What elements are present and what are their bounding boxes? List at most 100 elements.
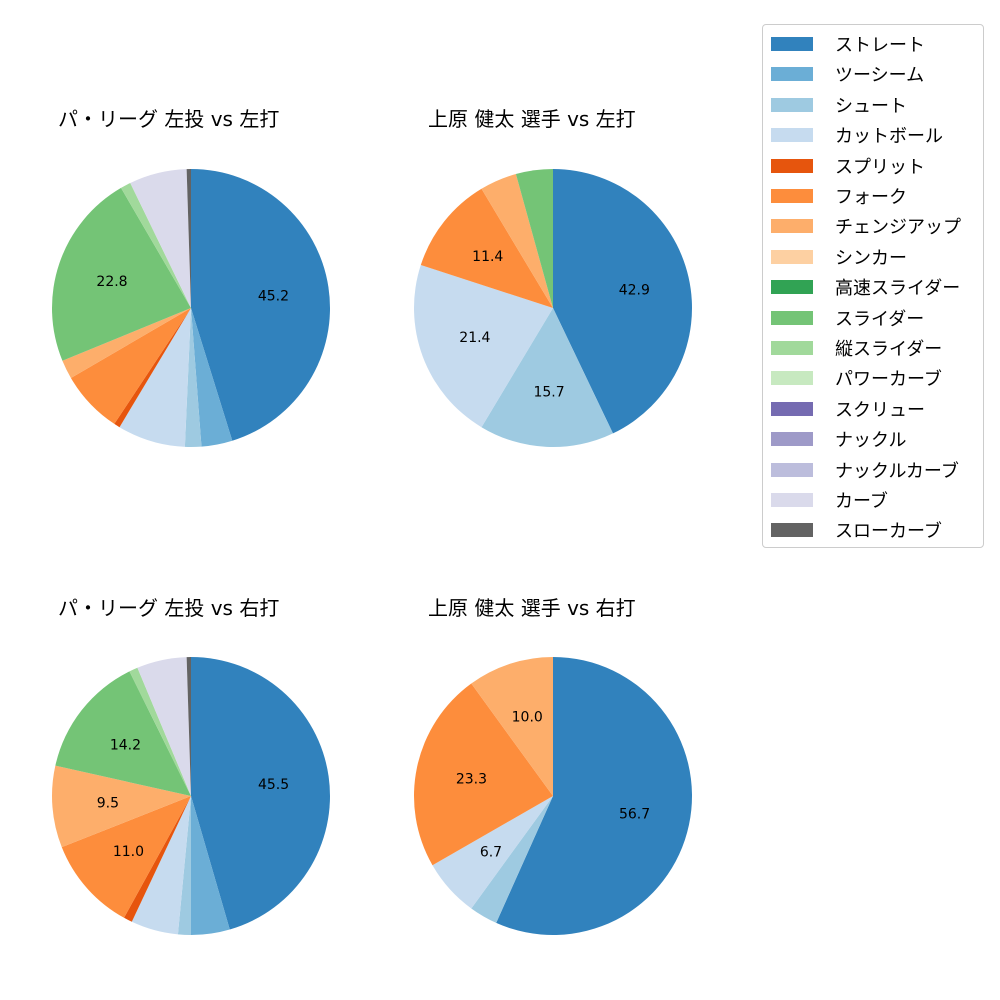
slice-label: 10.0 [512,710,543,726]
legend-swatch [771,310,813,325]
legend-swatch [771,37,813,51]
pie-slice [186,169,191,308]
legend-label: フォーク [835,187,907,208]
legend-label: チェンジアップ [835,217,961,239]
legend-swatch [771,67,813,82]
legend-item: スローカーブ [771,520,942,543]
legend-label: 高速スライダー [835,278,961,300]
pie-slice [191,657,331,930]
slice-label: 11.4 [472,249,503,265]
pie-slice [120,182,191,308]
legend-label: カットボール [835,126,943,148]
pie-slice [130,169,191,308]
legend-label: シュート [835,95,907,117]
pie-slice [553,169,692,434]
slice-label: 42.9 [619,283,650,299]
legend: ストレートツーシームシュートカットボール スプリットフォークチェンジアップ シンカー… [762,24,984,548]
legend-label: スライダー [835,308,925,330]
legend-item: パワーカーブ [771,368,942,391]
legend-label: スローカーブ [835,521,942,543]
legend-label: ツーシーム [835,65,925,87]
slice-label: 6.7 [480,845,502,861]
pie-slice [186,657,191,796]
legend-item: チェンジアップ [771,216,961,239]
pie-slice [131,796,191,935]
legend-label: シンカー [835,247,907,269]
pie-slice [177,796,191,935]
pie-slice [481,308,613,447]
legend-label: カーブ [835,491,888,512]
slice-label: 9.5 [97,796,119,812]
pie-slice [496,657,693,935]
legend-label: スプリット [835,156,925,178]
pie-slice [52,765,191,848]
legend-item: ストレート [771,34,925,56]
legend-item: 縦スライダー [771,338,943,360]
legend-swatch [771,219,813,234]
legend-swatch [771,371,813,386]
pie-slice [414,683,553,866]
pie: 42.9 15.7 21.4 11.4 [414,169,692,447]
pie-slice [51,187,191,361]
chart-title: パ・リーグ 左投 vs 右打 [58,596,280,620]
legend-item: シンカー [771,247,907,269]
pie-slice [515,169,553,308]
pie-slice [114,308,191,428]
slice-label: 45.5 [258,777,289,793]
legend-swatch [771,280,813,295]
slice-label: 23.3 [456,772,487,788]
legend-label: 縦スライダー [835,339,943,360]
pie-slice [124,796,191,922]
pie-slice [481,174,553,308]
legend-swatch [771,523,813,538]
legend-item: カーブ [771,490,888,512]
pie-slice [191,169,331,441]
legend-swatch [771,128,813,143]
slice-label: 56.7 [619,806,650,822]
legend-swatch [771,401,813,416]
chart-title: 上原 健太 選手 vs 右打 [428,596,636,620]
legend-swatch [771,158,813,173]
pie-chart-league-vs-left: パ・リーグ 左投 vs 左打 45.2 22.8 [0,0,380,490]
legend-label: パワーカーブ [835,369,942,391]
pie-slice [55,671,192,796]
slice-label: 21.4 [459,330,490,346]
pie: 45.5 11.0 9.5 14.2 [52,657,331,935]
legend-item: 高速スライダー [771,277,961,300]
legend-swatch [771,432,813,447]
pie-slice [61,796,191,918]
slice-label: 22.8 [96,274,127,290]
chart-title: 上原 健太 選手 vs 左打 [428,107,636,131]
legend-item: フォーク [771,186,907,208]
legend-item: カットボール [771,125,943,148]
slice-label: 45.2 [258,288,289,304]
legend-label: スクリュー [835,399,925,421]
legend-swatch [771,462,813,477]
legend-item: スプリット [771,156,925,178]
pie-slice [191,308,233,447]
pie-slice [119,308,191,447]
pie-slice [184,308,202,447]
legend-item: シュート [771,95,907,117]
legend-item: ナックルカーブ [771,460,959,482]
legend-swatch [771,493,813,507]
pie: 45.2 22.8 [51,169,331,447]
legend-swatch [771,341,813,355]
pie-slice [471,796,553,923]
pie-slice [62,308,191,379]
pie-slice [129,667,191,796]
pie-slice [471,657,553,796]
chart-title: パ・リーグ 左投 vs 左打 [58,107,280,131]
legend-label: ストレート [835,35,925,56]
legend-item: スライダー [771,308,925,330]
legend-swatch [771,249,813,264]
pie-chart-league-vs-right: パ・リーグ 左投 vs 右打 45.5 11.0 9.5 14.2 [0,0,380,1000]
pie-slice [191,796,230,935]
pie: 56.7 6.7 23.3 10.0 [414,657,693,935]
pie-chart-player-vs-left: 上原 健太 選手 vs 左打 42.9 15.7 21.4 11.4 [0,0,760,490]
legend-label: ナックル [835,430,907,452]
legend-swatch [771,189,813,203]
legend-swatch [771,97,813,112]
slice-label: 14.2 [110,737,141,753]
pie-slice [432,796,553,909]
